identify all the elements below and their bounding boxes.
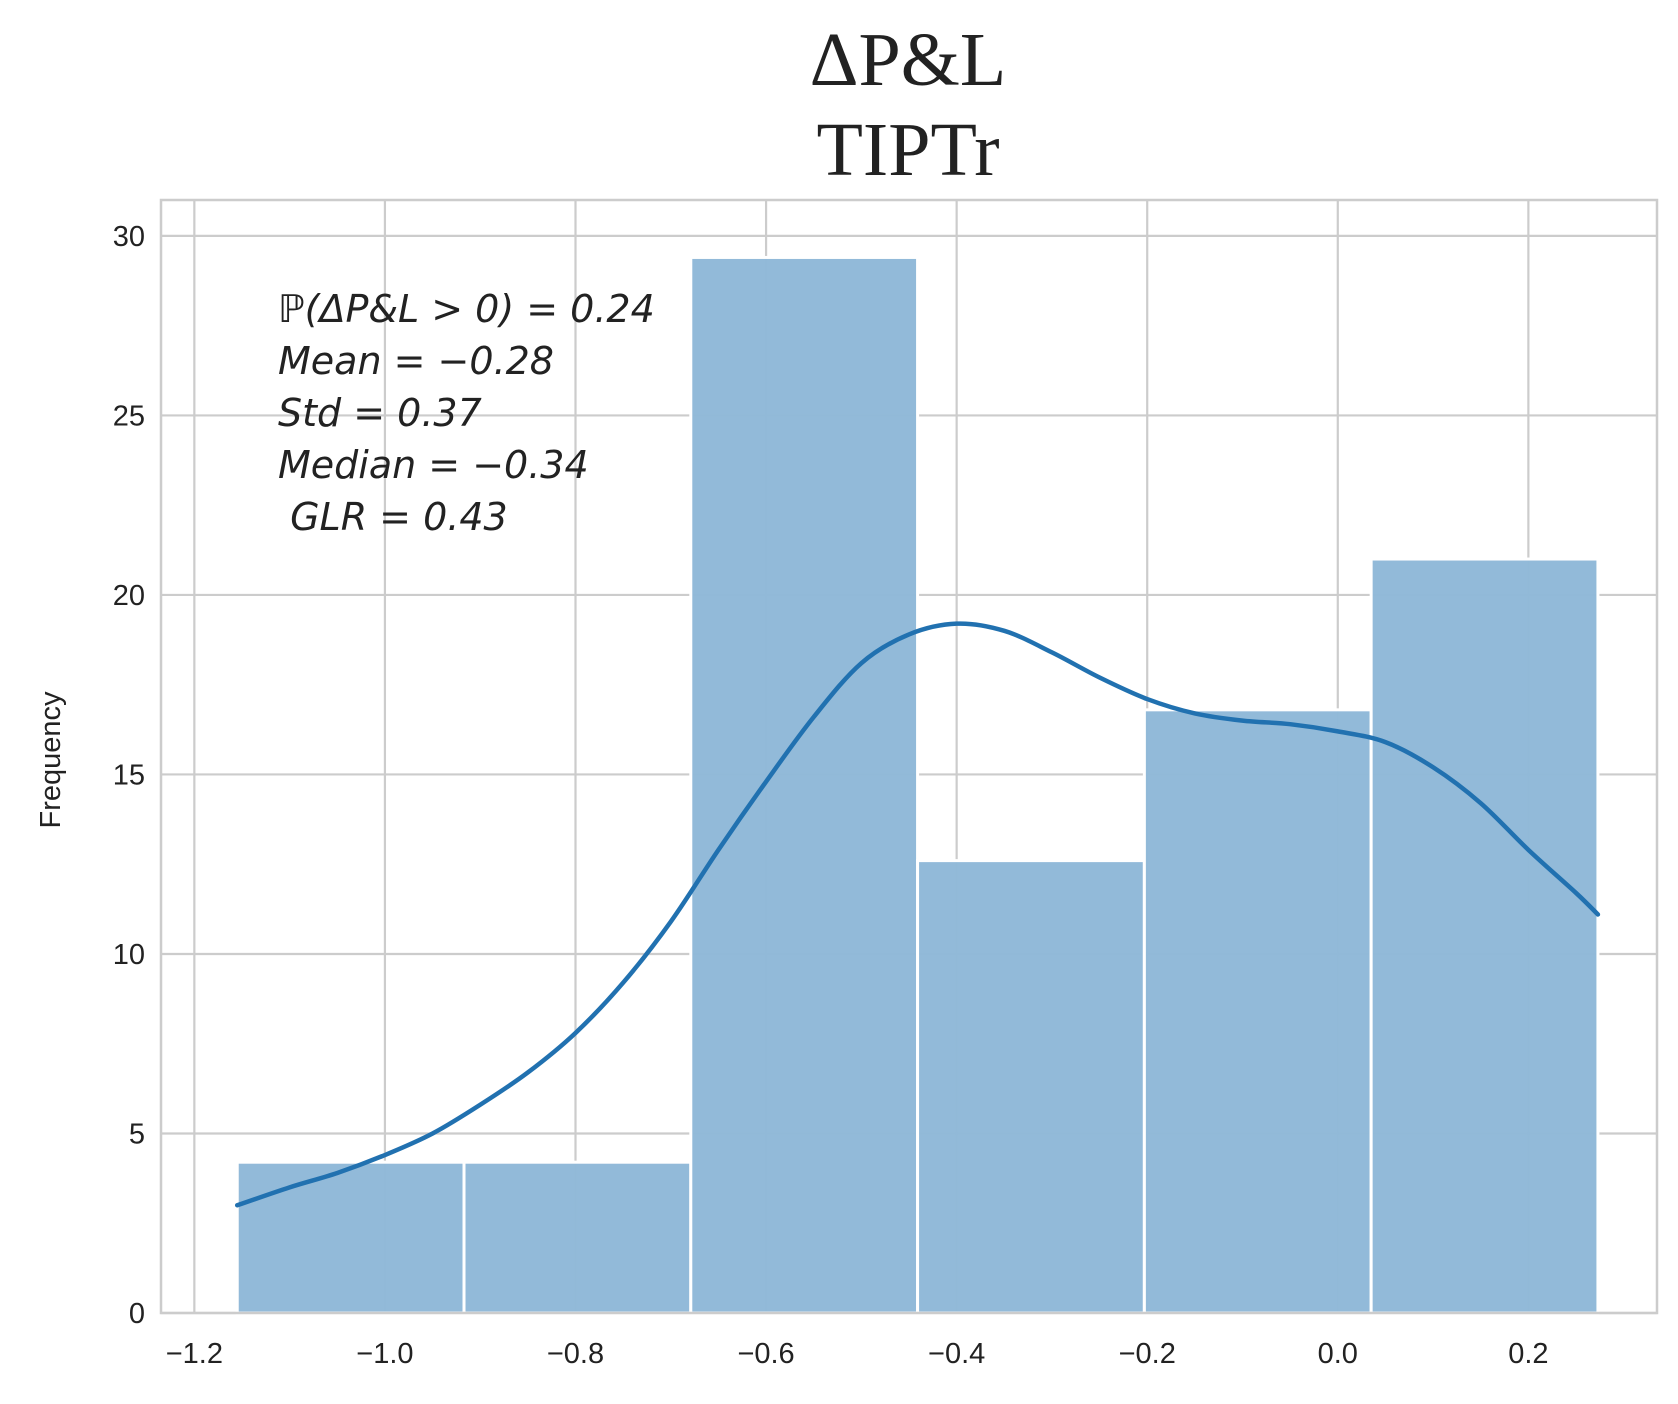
annotation-line: Mean = −0.28 xyxy=(278,339,554,383)
chart-subtitle: TIPTr xyxy=(816,108,999,192)
annotation-line: Std = 0.37 xyxy=(278,391,482,435)
y-tick-label: 30 xyxy=(113,221,145,253)
x-tick-label: −1.0 xyxy=(356,1338,413,1370)
histogram-bar xyxy=(1142,708,1373,1315)
y-tick-label: 10 xyxy=(113,939,145,971)
y-axis-ticks: 0 5 10 15 20 25 30 xyxy=(113,221,145,1330)
x-tick-label: −0.8 xyxy=(547,1338,604,1370)
annotation-line: ℙ(ΔP&L > 0) = 0.24 xyxy=(278,287,655,331)
chart-title: ΔP&L xyxy=(810,18,1007,102)
x-tick-label: 0.2 xyxy=(1508,1338,1548,1370)
y-tick-label: 0 xyxy=(129,1298,145,1330)
plot-frame xyxy=(159,198,1659,1315)
y-tick-label: 20 xyxy=(113,580,145,612)
x-tick-label: −0.2 xyxy=(1119,1338,1176,1370)
histogram-bars xyxy=(235,255,1600,1315)
y-tick-label: 25 xyxy=(113,400,145,432)
x-axis-ticks: −1.2 −1.0 −0.8 −0.6 −0.4 −0.2 0.0 0.2 xyxy=(166,1338,1549,1370)
x-tick-label: −0.4 xyxy=(928,1338,985,1370)
y-tick-label: 5 xyxy=(129,1118,145,1150)
y-axis-label: Frequency xyxy=(35,691,67,829)
histogram-bar xyxy=(916,859,1146,1315)
x-tick-label: −1.2 xyxy=(166,1338,223,1370)
annotation-line: GLR = 0.43 xyxy=(278,495,508,539)
x-tick-label: −0.6 xyxy=(737,1338,794,1370)
stats-annotation: ℙ(ΔP&L > 0) = 0.24 Mean = −0.28 Std = 0.37… xyxy=(278,287,655,539)
histogram-bar xyxy=(462,1160,693,1315)
y-tick-label: 15 xyxy=(113,759,145,791)
kde-curve-group xyxy=(234,621,1601,1208)
histogram-bar xyxy=(1369,557,1600,1315)
x-tick-label: 0.0 xyxy=(1318,1338,1358,1370)
histogram-bar xyxy=(235,1160,466,1315)
kde-curve xyxy=(234,621,1601,1208)
annotation-line: Median = −0.34 xyxy=(278,443,589,487)
histogram-bar xyxy=(689,255,920,1315)
